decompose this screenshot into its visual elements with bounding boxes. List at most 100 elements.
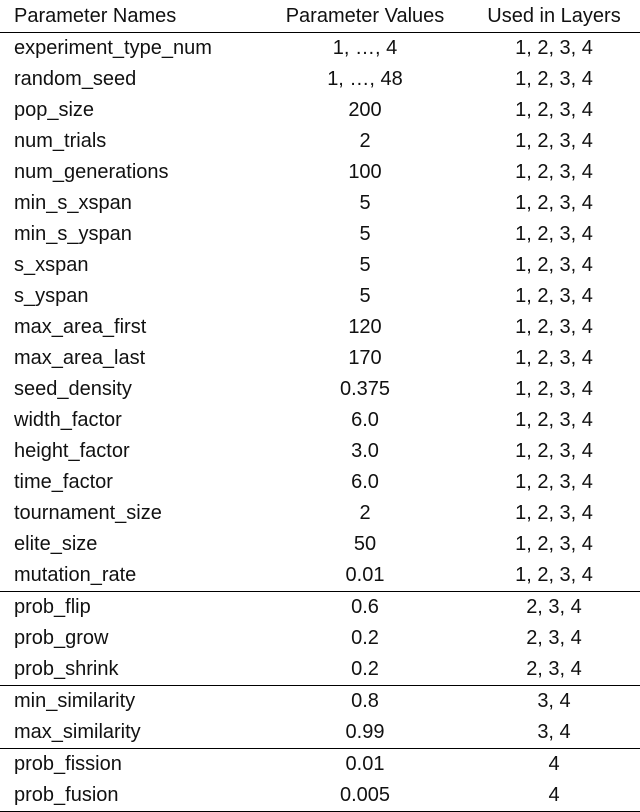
- table-body: experiment_type_num 1, …, 4 1, 2, 3, 4 r…: [0, 33, 640, 812]
- table-row: max_area_first 120 1, 2, 3, 4: [0, 312, 640, 343]
- parameter-name: s_yspan: [14, 285, 89, 307]
- table-header: Parameter Names Parameter Values Used in…: [0, 0, 640, 33]
- table-row: num_generations 100 1, 2, 3, 4: [0, 157, 640, 188]
- header-row: Parameter Names Parameter Values Used in…: [0, 0, 640, 33]
- parameter-name: prob_flip: [0, 591, 262, 623]
- table-row: prob_fission 0.01 4: [0, 748, 640, 780]
- table-row: experiment_type_num 1, …, 4 1, 2, 3, 4: [0, 33, 640, 65]
- parameter-value: 200: [348, 99, 382, 121]
- parameter-value: 6.0: [351, 409, 379, 431]
- parameter-name: height_factor: [14, 440, 130, 462]
- header-parameter-names: Parameter Names: [0, 0, 262, 33]
- parameter-value: 0.6: [262, 591, 468, 623]
- parameter-name: width_factor: [14, 409, 122, 431]
- parameter-name: prob_grow: [14, 627, 109, 649]
- header-parameter-values: Parameter Values: [262, 0, 468, 33]
- table-row: elite_size 50 1, 2, 3, 4: [0, 529, 640, 560]
- parameter-layers: 1, 2, 3, 4: [515, 533, 593, 555]
- parameter-name: elite_size: [14, 533, 98, 555]
- parameter-name: mutation_rate: [14, 564, 137, 586]
- parameter-value: 0.005: [262, 780, 468, 812]
- parameter-layers: 1, 2, 3, 4: [515, 471, 593, 493]
- parameter-name: max_area_first: [14, 316, 147, 338]
- header-used-in-layers: Used in Layers: [468, 0, 640, 33]
- table-row: s_xspan 5 1, 2, 3, 4: [0, 250, 640, 281]
- parameter-value: 0.8: [262, 685, 468, 717]
- parameter-value: 5: [359, 285, 371, 307]
- parameter-name: max_area_last: [14, 347, 146, 369]
- table-row: height_factor 3.0 1, 2, 3, 4: [0, 436, 640, 467]
- parameter-name: num_generations: [14, 161, 169, 183]
- table-row: seed_density 0.375 1, 2, 3, 4: [0, 374, 640, 405]
- parameter-value: 0.01: [262, 748, 468, 780]
- parameter-layers: 1, 2, 3, 4: [515, 130, 593, 152]
- parameter-value: 2: [359, 130, 371, 152]
- parameter-layers: 1, 2, 3, 4: [515, 502, 593, 524]
- parameter-layers: 3, 4: [468, 685, 640, 717]
- parameter-layers: 3, 4: [537, 721, 571, 743]
- table-row: pop_size 200 1, 2, 3, 4: [0, 95, 640, 126]
- table-row: s_yspan 5 1, 2, 3, 4: [0, 281, 640, 312]
- parameter-value: 0.01: [345, 564, 385, 586]
- parameter-name: time_factor: [14, 471, 113, 493]
- parameter-layers: 2, 3, 4: [468, 591, 640, 623]
- parameter-name: min_s_xspan: [14, 192, 132, 214]
- parameter-name: s_xspan: [14, 254, 89, 276]
- table-row: mutation_rate 0.01 1, 2, 3, 4: [0, 560, 640, 592]
- parameter-layers: 1, 2, 3, 4: [515, 192, 593, 214]
- table-row: max_area_last 170 1, 2, 3, 4: [0, 343, 640, 374]
- parameter-value: 0.375: [339, 378, 391, 400]
- parameter-layers: 1, 2, 3, 4: [515, 99, 593, 121]
- parameter-name: prob_fission: [0, 748, 262, 780]
- parameter-value: 0.2: [351, 658, 379, 680]
- parameter-value: 0.99: [345, 721, 385, 743]
- parameter-name: prob_fusion: [0, 780, 262, 812]
- parameter-name: seed_density: [14, 378, 132, 400]
- table-row: min_s_yspan 5 1, 2, 3, 4: [0, 219, 640, 250]
- table-row: prob_fusion 0.005 4: [0, 780, 640, 812]
- parameter-layers: 1, 2, 3, 4: [515, 37, 593, 59]
- parameter-value: 6.0: [351, 471, 379, 493]
- parameter-layers: 1, 2, 3, 4: [515, 409, 593, 431]
- parameter-value: 0.2: [351, 627, 379, 649]
- table-row: tournament_size 2 1, 2, 3, 4: [0, 498, 640, 529]
- parameter-value: 120: [348, 316, 382, 338]
- table-row: num_trials 2 1, 2, 3, 4: [0, 126, 640, 157]
- parameter-name: tournament_size: [14, 502, 162, 524]
- parameter-value: 1, …, 4: [332, 37, 398, 59]
- parameter-layers: 4: [468, 748, 640, 780]
- parameter-value: 50: [353, 533, 377, 555]
- parameter-layers: 4: [468, 780, 640, 812]
- parameter-name: num_trials: [14, 130, 107, 152]
- parameter-layers: 1, 2, 3, 4: [515, 564, 593, 586]
- parameter-name: max_similarity: [14, 721, 141, 743]
- table-row: min_similarity 0.8 3, 4: [0, 685, 640, 717]
- parameter-name: min_s_yspan: [14, 223, 132, 245]
- parameter-value: 100: [348, 161, 382, 183]
- parameter-name: prob_shrink: [14, 658, 119, 680]
- table-row: max_similarity 0.99 3, 4: [0, 717, 640, 749]
- parameter-layers: 1, 2, 3, 4: [515, 378, 593, 400]
- parameter-value: 2: [359, 502, 371, 524]
- parameter-layers: 1, 2, 3, 4: [515, 316, 593, 338]
- parameter-layers: 1, 2, 3, 4: [515, 285, 593, 307]
- parameter-name: min_similarity: [0, 685, 262, 717]
- parameter-value: 5: [359, 254, 371, 276]
- table-row: prob_shrink 0.2 2, 3, 4: [0, 654, 640, 686]
- table-row: time_factor 6.0 1, 2, 3, 4: [0, 467, 640, 498]
- parameter-layers: 1, 2, 3, 4: [515, 161, 593, 183]
- table-row: prob_grow 0.2 2, 3, 4: [0, 623, 640, 654]
- parameter-layers: 2, 3, 4: [526, 658, 582, 680]
- parameter-value: 1, …, 48: [327, 68, 403, 90]
- table-row: width_factor 6.0 1, 2, 3, 4: [0, 405, 640, 436]
- parameter-name: experiment_type_num: [14, 37, 212, 59]
- parameter-name: random_seed: [14, 68, 137, 90]
- parameter-layers: 1, 2, 3, 4: [515, 223, 593, 245]
- parameter-layers: 1, 2, 3, 4: [515, 68, 593, 90]
- parameter-value: 3.0: [351, 440, 379, 462]
- parameter-name: pop_size: [14, 99, 95, 121]
- parameter-layers: 1, 2, 3, 4: [515, 254, 593, 276]
- parameter-value: 5: [359, 223, 371, 245]
- parameter-layers: 1, 2, 3, 4: [515, 347, 593, 369]
